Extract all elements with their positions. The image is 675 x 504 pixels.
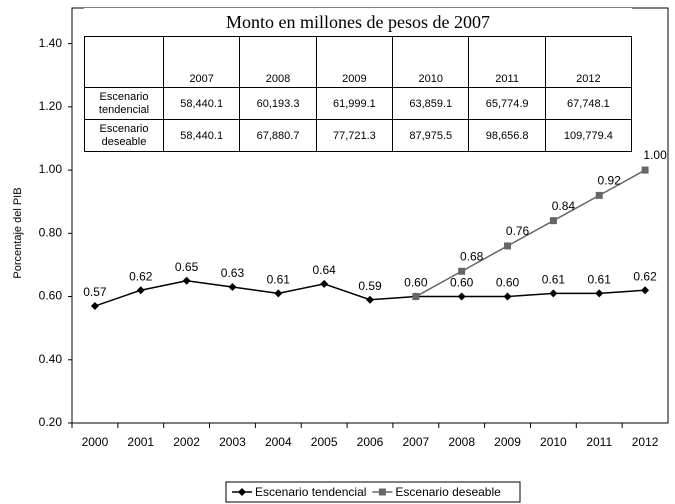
x-tick-label: 2004 <box>265 435 292 449</box>
corner-cell <box>84 36 164 88</box>
marker <box>412 293 420 301</box>
x-tick-label: 2009 <box>494 435 521 449</box>
y-tick-label: 1.00 <box>39 162 63 176</box>
row-label: Escenario deseable <box>84 119 164 152</box>
marker <box>641 286 650 295</box>
x-tick-label: 2005 <box>311 435 338 449</box>
x-tick-label: 2007 <box>402 435 429 449</box>
cell: 87,975.5 <box>392 119 470 152</box>
x-tick-label: 2008 <box>448 435 475 449</box>
data-label: 0.62 <box>633 269 657 283</box>
x-tick-label: 2006 <box>357 435 384 449</box>
data-label: 0.61 <box>542 273 566 287</box>
data-label: 0.84 <box>552 199 576 213</box>
header-cell: 2010 <box>392 36 470 88</box>
marker <box>228 283 237 292</box>
x-tick-label: 2010 <box>540 435 567 449</box>
marker <box>136 286 145 295</box>
header-cell: 2008 <box>239 36 317 88</box>
marker <box>238 488 246 496</box>
data-label: 0.76 <box>506 224 530 238</box>
marker <box>90 302 99 311</box>
marker <box>274 289 283 298</box>
y-tick-label: 0.20 <box>39 415 63 429</box>
marker <box>549 217 557 225</box>
x-tick-label: 2000 <box>82 435 109 449</box>
y-tick-label: 0.60 <box>39 289 63 303</box>
data-label: 0.61 <box>267 273 291 287</box>
cell: 67,748.1 <box>544 87 633 120</box>
cell: 61,999.1 <box>315 87 394 120</box>
data-label: 0.60 <box>496 276 520 290</box>
x-tick-label: 2012 <box>632 435 659 449</box>
data-label: 0.60 <box>450 276 474 290</box>
marker <box>549 289 558 298</box>
marker <box>504 242 512 250</box>
data-label: 0.62 <box>129 269 153 283</box>
header-cell: 2012 <box>544 36 633 88</box>
data-label: 0.60 <box>404 276 428 290</box>
x-tick-label: 2001 <box>127 435 154 449</box>
marker <box>457 292 466 301</box>
x-tick-label: 2003 <box>219 435 246 449</box>
data-label: 0.64 <box>312 263 336 277</box>
marker <box>641 166 649 174</box>
cell: 58,440.1 <box>162 119 241 152</box>
data-label: 0.63 <box>221 266 245 280</box>
marker <box>378 488 386 496</box>
table: 2007 2008 2009 2010 2011 2012 Escenario tenden… <box>84 36 633 152</box>
cell: 77,721.3 <box>315 119 394 152</box>
x-tick-label: 2011 <box>586 435 612 449</box>
y-axis-title: Porcentaje del PIB <box>12 187 24 278</box>
marker <box>320 279 329 288</box>
cell: 98,656.8 <box>468 119 546 152</box>
data-label: 0.61 <box>588 273 612 287</box>
row-label: Escenario tendencial <box>84 87 164 120</box>
cell: 67,880.7 <box>239 119 317 152</box>
series-line <box>415 169 646 298</box>
marker <box>595 289 604 298</box>
header-cell: 2011 <box>468 36 546 88</box>
marker <box>458 267 466 275</box>
legend-label: Escenario deseable <box>395 485 501 499</box>
y-tick-label: 1.20 <box>39 99 63 113</box>
cell: 63,859.1 <box>392 87 470 120</box>
header-cell: 2009 <box>315 36 394 88</box>
data-label: 0.57 <box>83 285 107 299</box>
y-tick-label: 0.40 <box>39 352 63 366</box>
cell: 58,440.1 <box>162 87 241 120</box>
y-tick-label: 0.80 <box>39 225 63 239</box>
header-cell: 2007 <box>162 36 241 88</box>
data-label: 0.59 <box>358 279 382 293</box>
x-tick-label: 2002 <box>173 435 200 449</box>
marker <box>366 295 374 304</box>
header-row: 2007 2008 2009 2010 2011 2012 <box>84 36 633 88</box>
table-title: Monto en millones de pesos de 2007 <box>84 8 632 36</box>
table-row: Escenario tendencial 58,440.1 60,193.3 61,9… <box>84 87 633 120</box>
y-tick-label: 1.40 <box>39 36 63 50</box>
data-label: 0.68 <box>460 249 484 263</box>
table-row: Escenario deseable 58,440.1 67,880.7 77,721… <box>84 119 633 152</box>
data-label: 0.65 <box>175 260 199 274</box>
cell: 60,193.3 <box>239 87 317 120</box>
marker <box>595 191 603 199</box>
data-label: 0.92 <box>598 174 622 188</box>
legend-label: Escenario tendencial <box>255 485 366 499</box>
cell: 109,779.4 <box>544 119 633 152</box>
data-table: Monto en millones de pesos de 2007 2007 2… <box>84 8 633 152</box>
marker <box>503 292 512 301</box>
data-label: 1.00 <box>643 148 667 162</box>
marker <box>182 276 191 285</box>
cell: 65,774.9 <box>468 87 546 120</box>
